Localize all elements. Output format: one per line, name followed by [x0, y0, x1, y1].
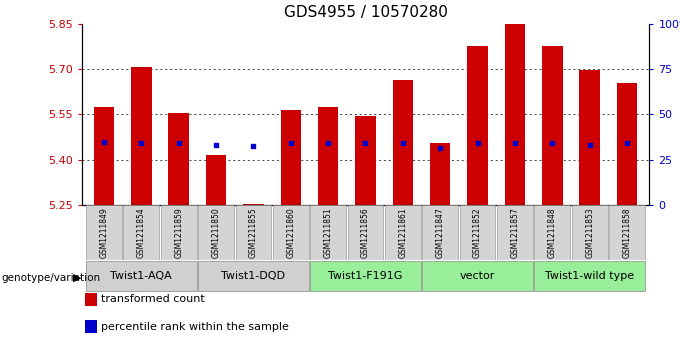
Text: Twist1-wild type: Twist1-wild type — [545, 271, 634, 281]
Bar — [617, 82, 637, 205]
Text: GSM1211855: GSM1211855 — [249, 207, 258, 258]
Bar — [86, 205, 122, 260]
Text: GSM1211852: GSM1211852 — [473, 207, 482, 258]
Bar — [534, 205, 571, 260]
Bar — [235, 205, 271, 260]
Bar — [310, 261, 421, 290]
Text: transformed count: transformed count — [101, 294, 205, 305]
Bar — [169, 113, 189, 205]
Bar — [198, 205, 234, 260]
Text: GSM1211851: GSM1211851 — [324, 207, 333, 258]
Bar — [579, 70, 600, 205]
Text: GSM1211847: GSM1211847 — [436, 207, 445, 258]
Bar — [609, 205, 645, 260]
Bar — [273, 205, 309, 260]
Bar — [318, 107, 339, 205]
Bar — [94, 107, 114, 205]
Bar — [243, 204, 264, 205]
Text: Twist1-DQD: Twist1-DQD — [222, 271, 286, 281]
Text: GSM1211853: GSM1211853 — [585, 207, 594, 258]
Text: GSM1211857: GSM1211857 — [511, 207, 520, 258]
Text: GSM1211861: GSM1211861 — [398, 207, 407, 258]
Text: percentile rank within the sample: percentile rank within the sample — [101, 322, 288, 332]
Text: GSM1211856: GSM1211856 — [361, 207, 370, 258]
Bar — [310, 205, 346, 260]
Bar — [385, 205, 421, 260]
Bar — [347, 205, 384, 260]
Bar — [198, 261, 309, 290]
Bar — [206, 155, 226, 205]
Title: GDS4955 / 10570280: GDS4955 / 10570280 — [284, 5, 447, 20]
Text: vector: vector — [460, 271, 495, 281]
Bar — [355, 116, 376, 205]
Text: GSM1211854: GSM1211854 — [137, 207, 146, 258]
Bar — [124, 205, 159, 260]
Bar — [422, 261, 533, 290]
Bar — [422, 205, 458, 260]
Text: GSM1211848: GSM1211848 — [548, 207, 557, 258]
Bar — [534, 261, 645, 290]
Bar — [505, 24, 525, 205]
Bar — [542, 46, 562, 205]
Bar — [392, 79, 413, 205]
Text: Twist1-F191G: Twist1-F191G — [328, 271, 403, 281]
Bar — [467, 46, 488, 205]
Bar — [430, 143, 450, 205]
Bar — [281, 110, 301, 205]
Text: GSM1211858: GSM1211858 — [622, 207, 632, 258]
Bar — [460, 205, 496, 260]
Bar — [497, 205, 533, 260]
Text: GSM1211859: GSM1211859 — [174, 207, 183, 258]
Text: GSM1211849: GSM1211849 — [99, 207, 109, 258]
Text: ▶: ▶ — [73, 273, 82, 283]
Text: Twist1-AQA: Twist1-AQA — [110, 271, 172, 281]
Bar — [131, 68, 152, 205]
Bar — [160, 205, 197, 260]
Bar — [572, 205, 607, 260]
Text: GSM1211860: GSM1211860 — [286, 207, 295, 258]
Text: GSM1211850: GSM1211850 — [211, 207, 220, 258]
Text: genotype/variation: genotype/variation — [1, 273, 101, 283]
Bar — [86, 261, 197, 290]
